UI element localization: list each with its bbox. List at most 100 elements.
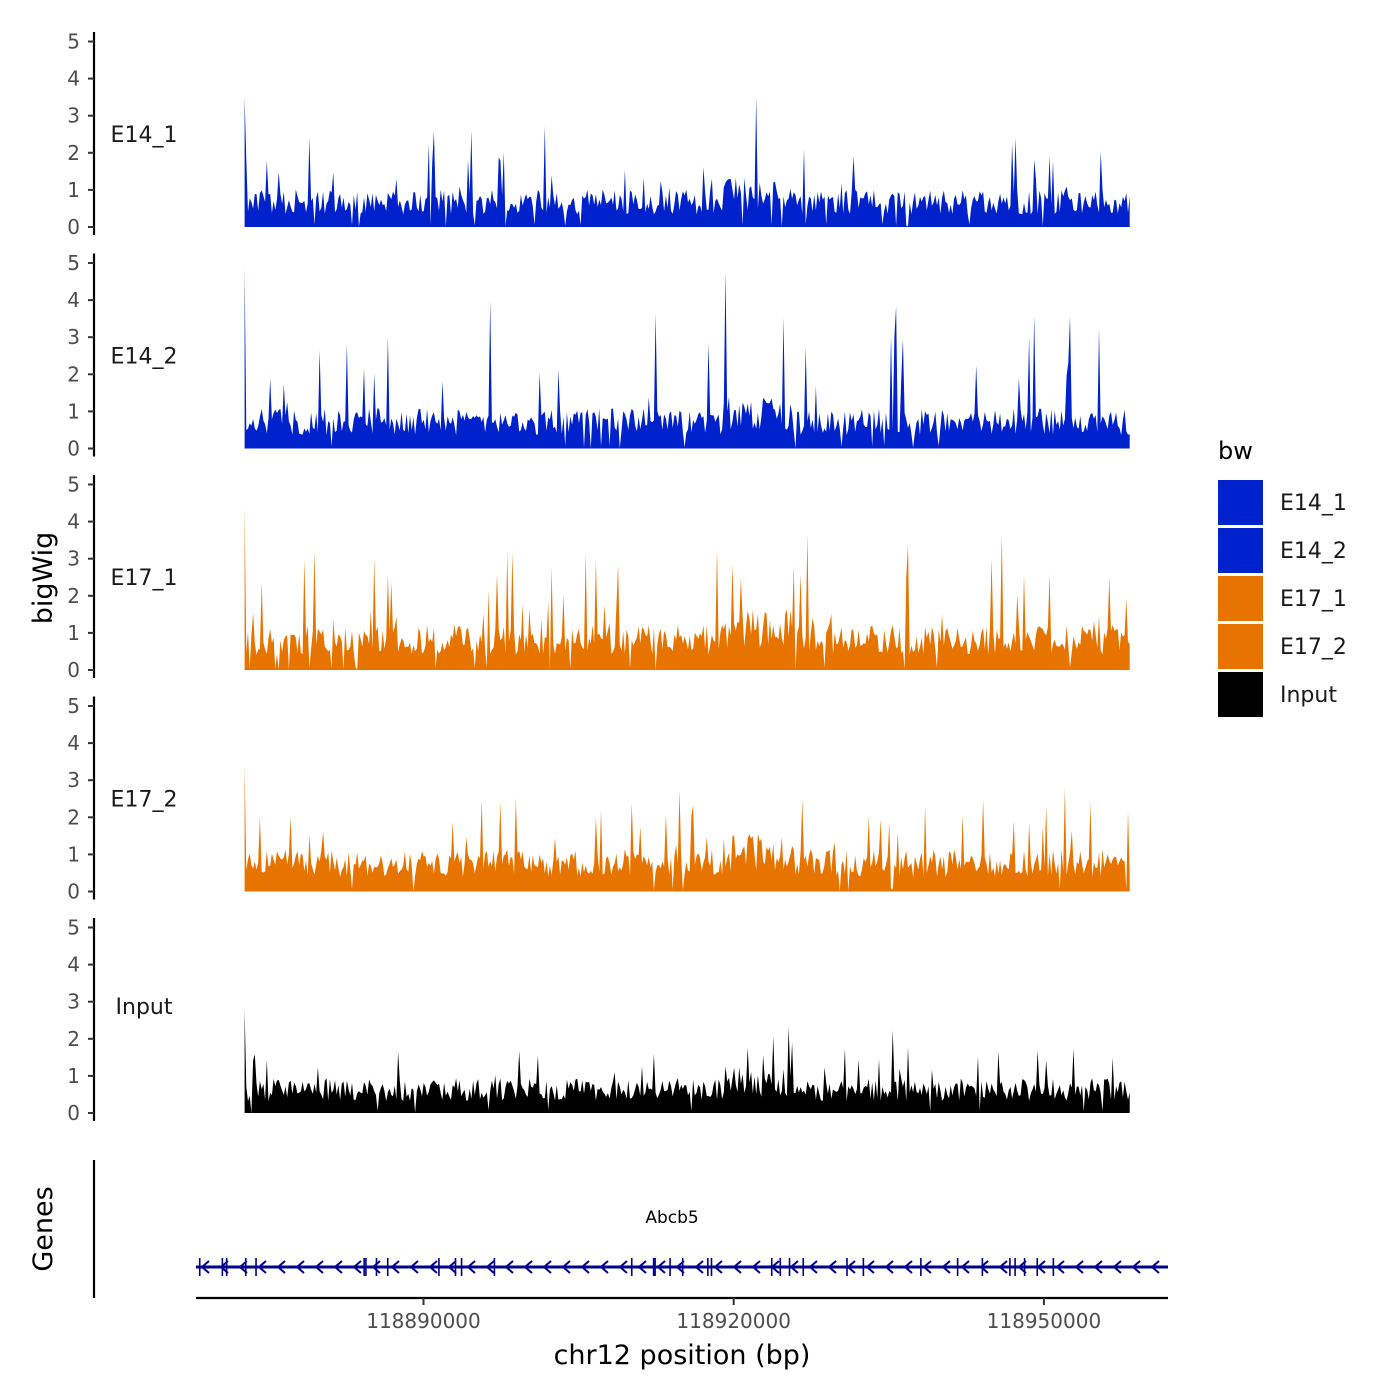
- strand-arrow: [580, 1260, 590, 1274]
- strand-arrow: [1131, 1260, 1141, 1274]
- strand-arrow: [200, 1260, 210, 1274]
- coverage-area-E17_1: [244, 506, 1130, 670]
- strand-arrow: [884, 1260, 894, 1274]
- strand-arrow: [409, 1260, 419, 1274]
- strand-arrow: [827, 1260, 837, 1274]
- strand-arrow: [599, 1260, 609, 1274]
- strand-arrow: [466, 1260, 476, 1274]
- genes-layer: [92, 1160, 1168, 1298]
- tracks-layer: 0 1 2 3 4 5 E14_1 0 1 2 3 4 5 E14_2 0 1 2 3 4 5 E17_1 0 1 2 3 4 5 E…: [67, 30, 1130, 1125]
- y-tick-label: 1: [67, 1064, 80, 1088]
- strand-arrow: [846, 1260, 856, 1274]
- legend-title: bw: [1218, 437, 1253, 465]
- track-label: E17_2: [111, 788, 178, 813]
- strand-arrow: [960, 1260, 970, 1274]
- y-tick-label: 4: [67, 510, 80, 534]
- y-tick-label: 2: [67, 362, 80, 386]
- legend-swatch-E14_2: [1218, 528, 1263, 573]
- y-tick-label: 3: [67, 325, 80, 349]
- track-label: E14_1: [111, 123, 178, 148]
- strand-arrow: [352, 1260, 362, 1274]
- y-tick-label: 2: [67, 805, 80, 829]
- strand-arrow: [485, 1260, 495, 1274]
- strand-arrow: [941, 1260, 951, 1274]
- y-axis-title: bigWig: [28, 532, 59, 625]
- y-tick-label: 5: [67, 916, 80, 940]
- x-axis: 118890000 118920000 118950000: [196, 1296, 1168, 1333]
- strand-arrow: [447, 1260, 457, 1274]
- legend-label-E14_2: E14_2: [1280, 539, 1347, 564]
- track-E17_2: 0 1 2 3 4 5 E17_2: [67, 694, 1130, 904]
- y-tick-label: 2: [67, 584, 80, 608]
- strand-arrow: [998, 1260, 1008, 1274]
- strand-arrow: [390, 1260, 400, 1274]
- track-label: E14_2: [111, 345, 178, 370]
- strand-arrow: [922, 1260, 932, 1274]
- strand-arrow: [694, 1260, 704, 1274]
- strand-arrow: [1112, 1260, 1122, 1274]
- y-tick-label: 1: [67, 399, 80, 423]
- legend-label-Input: Input: [1280, 683, 1337, 708]
- y-tick-label: 3: [67, 547, 80, 571]
- track-E14_2: 0 1 2 3 4 5 E14_2: [67, 251, 1130, 461]
- strand-arrow: [371, 1260, 381, 1274]
- strand-arrow: [1150, 1260, 1160, 1274]
- strand-arrow: [1055, 1260, 1065, 1274]
- strand-arrow: [219, 1260, 229, 1274]
- strand-arrow: [428, 1260, 438, 1274]
- strand-arrow: [295, 1260, 305, 1274]
- legend-label-E17_2: E17_2: [1280, 635, 1347, 660]
- gene-label: Abcb5: [645, 1208, 698, 1228]
- legend: E14_1 E14_2 E17_1 E17_2 Input: [1218, 480, 1347, 717]
- strand-arrow: [751, 1260, 761, 1274]
- track-E14_1: 0 1 2 3 4 5 E14_1: [67, 30, 1130, 239]
- y-tick-label: 4: [67, 288, 80, 312]
- y-tick-label: 0: [67, 215, 80, 239]
- coverage-area-Input: [244, 1009, 1130, 1113]
- strand-arrow: [542, 1260, 552, 1274]
- coverage-area-E17_2: [244, 765, 1130, 892]
- legend-swatch-E14_1: [1218, 480, 1263, 525]
- strand-arrow: [732, 1260, 742, 1274]
- strand-arrow: [504, 1260, 514, 1274]
- strand-arrow: [618, 1260, 628, 1274]
- legend-swatch-E17_2: [1218, 624, 1263, 669]
- y-tick-label: 5: [67, 694, 80, 718]
- strand-arrow: [276, 1260, 286, 1274]
- y-tick-label: 4: [67, 731, 80, 755]
- y-tick-label: 2: [67, 1027, 80, 1051]
- y-tick-label: 0: [67, 437, 80, 461]
- y-tick-label: 5: [67, 473, 80, 497]
- y-tick-label: 2: [67, 141, 80, 165]
- track-label: Input: [116, 995, 173, 1020]
- coverage-area-E14_1: [244, 97, 1130, 227]
- y-tick-label: 1: [67, 178, 80, 202]
- genes-track-title: Genes: [28, 1186, 59, 1271]
- y-tick-label: 1: [67, 621, 80, 645]
- x-axis-title: chr12 position (bp): [554, 1340, 811, 1371]
- y-tick-label: 4: [67, 953, 80, 977]
- x-tick-label: 118950000: [987, 1309, 1102, 1333]
- y-tick-label: 3: [67, 768, 80, 792]
- y-tick-label: 1: [67, 842, 80, 866]
- strand-arrow: [675, 1260, 685, 1274]
- strand-arrow: [1017, 1260, 1027, 1274]
- strand-arrow: [523, 1260, 533, 1274]
- legend-label-E14_1: E14_1: [1280, 491, 1347, 516]
- strand-arrow: [656, 1260, 666, 1274]
- strand-arrow: [979, 1260, 989, 1274]
- y-tick-label: 5: [67, 251, 80, 275]
- y-tick-label: 3: [67, 104, 80, 128]
- strand-arrow: [257, 1260, 267, 1274]
- track-E17_1: 0 1 2 3 4 5 E17_1: [67, 473, 1130, 682]
- strand-arrow: [561, 1260, 571, 1274]
- strand-arrow: [865, 1260, 875, 1274]
- strand-arrow: [903, 1260, 913, 1274]
- track-Input: 0 1 2 3 4 5 Input: [67, 916, 1130, 1125]
- y-tick-label: 0: [67, 658, 80, 682]
- y-tick-label: 3: [67, 990, 80, 1014]
- strand-arrow: [238, 1260, 248, 1274]
- strand-arrow: [1093, 1260, 1103, 1274]
- track-label: E17_1: [111, 566, 178, 591]
